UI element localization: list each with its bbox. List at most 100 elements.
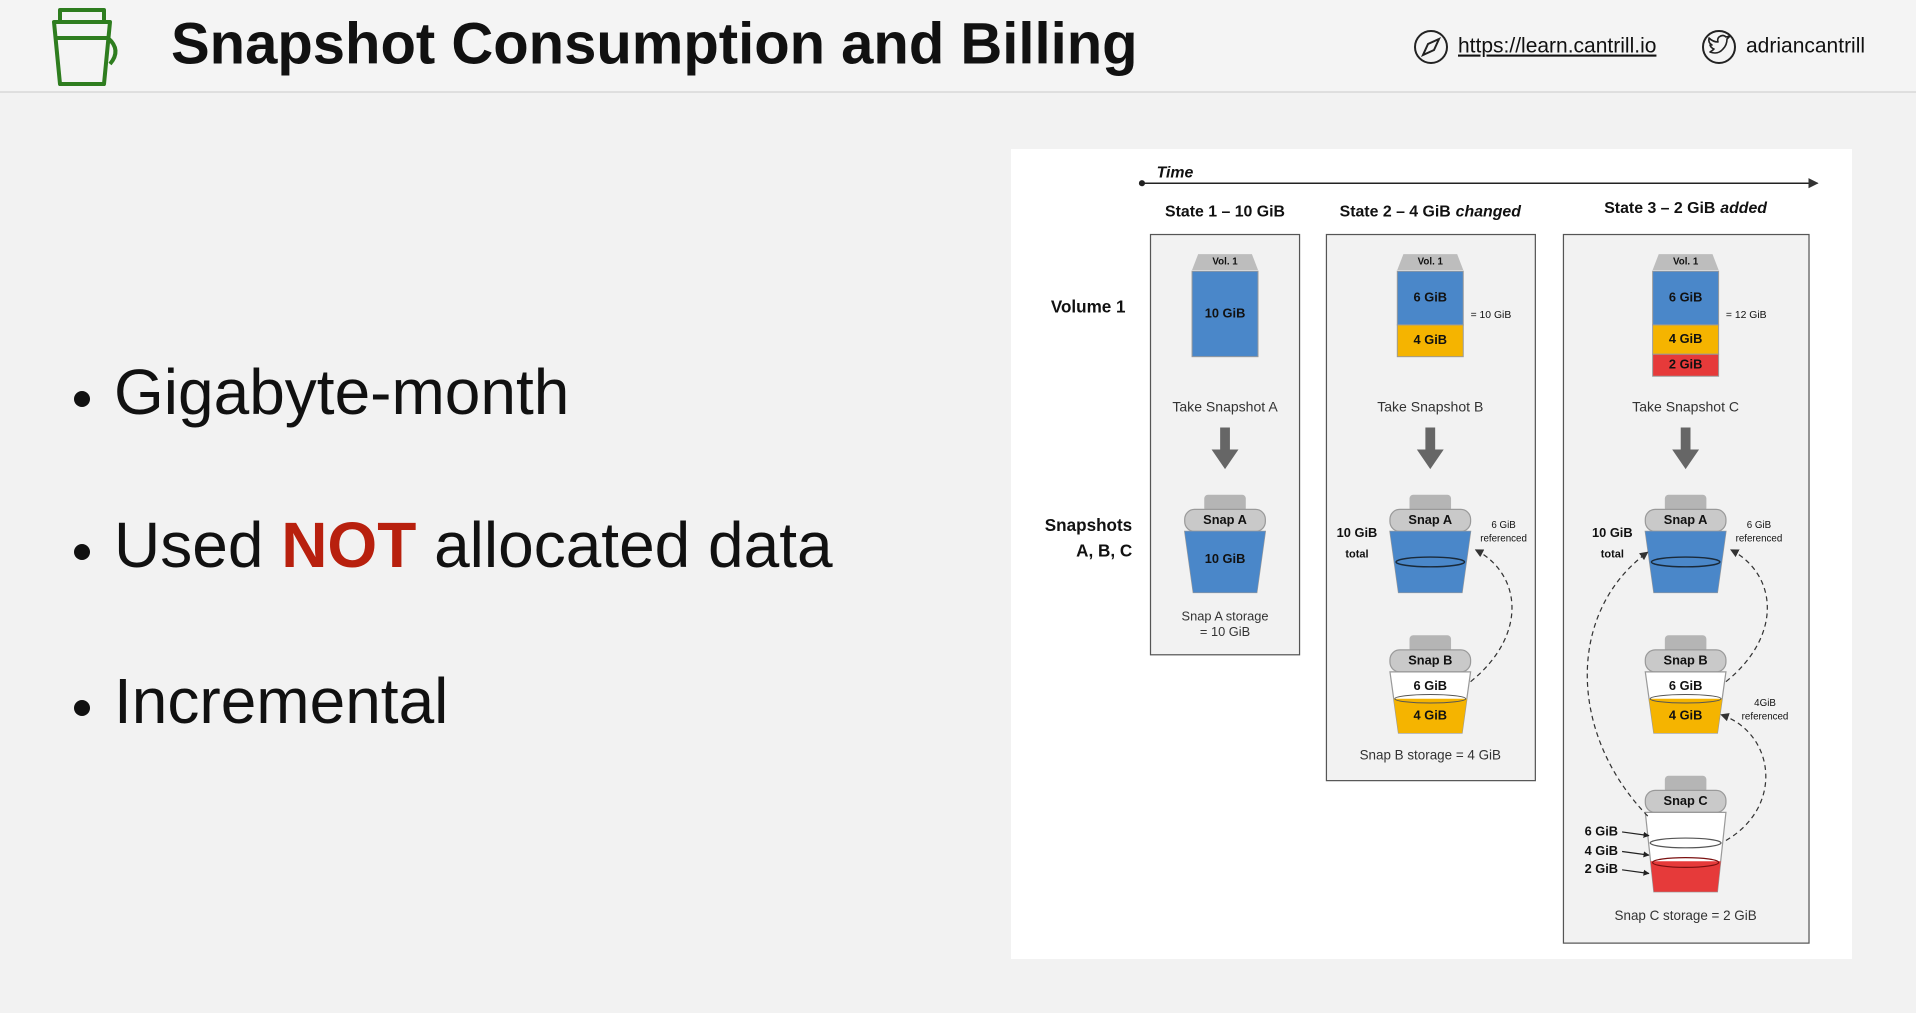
- reference-arrow: [1720, 713, 1767, 842]
- snapshot-label: Snap C: [1664, 793, 1708, 808]
- bullet-segment: Used: [114, 509, 281, 581]
- snapshot-segment-label: 4 GiB: [1669, 707, 1702, 722]
- twitter-handle: adriancantrill: [1746, 35, 1865, 58]
- bucket-knob: [1664, 775, 1707, 793]
- time-label: Time: [1157, 165, 1194, 182]
- state-title: State 3 – 2 GiB added: [1604, 200, 1767, 217]
- snapshot-label: Snap A: [1203, 512, 1247, 527]
- flow-arrow: [1672, 427, 1700, 470]
- volume-label: Vol. 1: [1212, 257, 1238, 268]
- level-pointer: [1622, 831, 1650, 838]
- action-label: Take Snapshot B: [1377, 399, 1483, 415]
- reference-arrow: [1725, 549, 1768, 683]
- bullet-dot: [74, 391, 90, 407]
- volume-cap: [1397, 254, 1464, 270]
- state-title-text: State 1 – 10 GiB: [1165, 204, 1285, 221]
- volume-segment: [1396, 324, 1464, 358]
- title: Snapshot Consumption and Billing: [171, 11, 1138, 76]
- bullet-segment: Gigabyte-month: [114, 356, 569, 428]
- bucket-fill: [1184, 531, 1266, 593]
- state-title-emphasis: added: [1720, 200, 1767, 217]
- volume-label: Vol. 1: [1673, 257, 1699, 268]
- volume-segment-label: 4 GiB: [1669, 331, 1702, 346]
- row-label: Volume 1: [1051, 297, 1126, 316]
- volume-segment: [1396, 270, 1464, 326]
- bucket-fill: [1393, 698, 1467, 733]
- bullet-segment: allocated data: [416, 509, 833, 581]
- volume-cap: [1652, 254, 1719, 270]
- action-label: Take Snapshot A: [1172, 399, 1278, 415]
- reference-note: referenced: [1742, 712, 1789, 723]
- twitter-icon: [1702, 30, 1736, 64]
- volume-segment: [1652, 270, 1720, 326]
- storage-label: Snap B storage = 4 GiB: [1360, 748, 1501, 763]
- reference-note: 6 GiB: [1747, 520, 1771, 531]
- bucket-level: [1395, 556, 1466, 568]
- action-label: Take Snapshot C: [1632, 399, 1739, 415]
- bucket-fill: [1645, 531, 1726, 593]
- bucket-level: [1394, 694, 1467, 704]
- volume-cap: [1192, 254, 1259, 270]
- reference-note: 6 GiB: [1491, 520, 1515, 531]
- snapshot-segment-label: 10 GiB: [1205, 551, 1246, 566]
- bucket-fill: [1389, 531, 1471, 593]
- state-title-text: State 2 – 4 GiB: [1340, 204, 1451, 221]
- volume-segment: [1191, 270, 1259, 358]
- state-title-emphasis: changed: [1456, 204, 1522, 221]
- volume-segment: [1652, 324, 1720, 355]
- bucket-level: [1652, 856, 1720, 868]
- volume-total: = 10 GiB: [1471, 310, 1512, 321]
- level-pointer: [1622, 850, 1650, 858]
- reference-note: 4GiB: [1754, 698, 1776, 709]
- bucket-knob: [1409, 494, 1452, 512]
- total-note: total: [1601, 549, 1624, 561]
- volume-segment-label: 4 GiB: [1414, 332, 1447, 347]
- storage-label: Snap A storage: [1182, 608, 1269, 623]
- volume-segment: [1652, 353, 1720, 377]
- bucket-level: [1649, 837, 1722, 849]
- volume-segment-label: 2 GiB: [1669, 357, 1702, 372]
- state-title: State 2 – 4 GiB changed: [1340, 204, 1522, 221]
- volume-total: = 12 GiB: [1726, 310, 1767, 321]
- bullet-list: Gigabyte-month Used NOT allocated data Inc…: [74, 356, 833, 737]
- total-note: total: [1345, 549, 1368, 561]
- snapshot-segment-label: 6 GiB: [1669, 678, 1702, 693]
- state-title: State 1 – 10 GiB: [1165, 204, 1285, 221]
- snapshot-label: Snap B: [1408, 652, 1452, 667]
- bucket-knob: [1409, 635, 1452, 653]
- bucket-fill: [1649, 698, 1723, 733]
- snapshot-label: Snap A: [1664, 512, 1708, 527]
- level-label: 2 GiB: [1585, 861, 1618, 876]
- bucket-level: [1650, 556, 1721, 568]
- snapshot-segment-label: 4 GiB: [1414, 707, 1447, 722]
- bucket-knob: [1664, 494, 1707, 512]
- bullet-text: Gigabyte-month: [114, 356, 569, 428]
- state-title-text: State 3 – 2 GiB: [1604, 200, 1715, 217]
- reference-note: referenced: [1736, 533, 1783, 544]
- bucket-fill: [1650, 861, 1721, 892]
- bucket-knob: [1664, 635, 1707, 653]
- level-label: 6 GiB: [1585, 823, 1618, 838]
- bucket-level: [1649, 694, 1722, 704]
- storage-label: = 10 GiB: [1200, 624, 1250, 639]
- flow-arrow: [1211, 427, 1239, 470]
- snapshot-label: Snap B: [1664, 652, 1708, 667]
- header-bar: [0, 0, 1916, 92]
- volume-label: Vol. 1: [1418, 257, 1444, 268]
- bullet-segment: Incremental: [114, 665, 448, 737]
- website-icon: [1414, 30, 1448, 64]
- volume-segment-label: 6 GiB: [1414, 289, 1447, 304]
- bucket-knob: [1204, 494, 1246, 512]
- bullet-dot: [74, 544, 90, 560]
- bullet-text: Used NOT allocated data: [114, 509, 833, 581]
- bullet-text: Incremental: [114, 665, 448, 737]
- flow-arrow: [1416, 427, 1444, 470]
- row-label: A, B, C: [1076, 542, 1132, 561]
- logo: [52, 8, 118, 86]
- bullet-dot: [74, 700, 90, 716]
- total-note: 10 GiB: [1592, 525, 1633, 540]
- website-link[interactable]: https://learn.cantrill.io: [1458, 35, 1656, 58]
- snapshot-label: Snap A: [1408, 512, 1452, 527]
